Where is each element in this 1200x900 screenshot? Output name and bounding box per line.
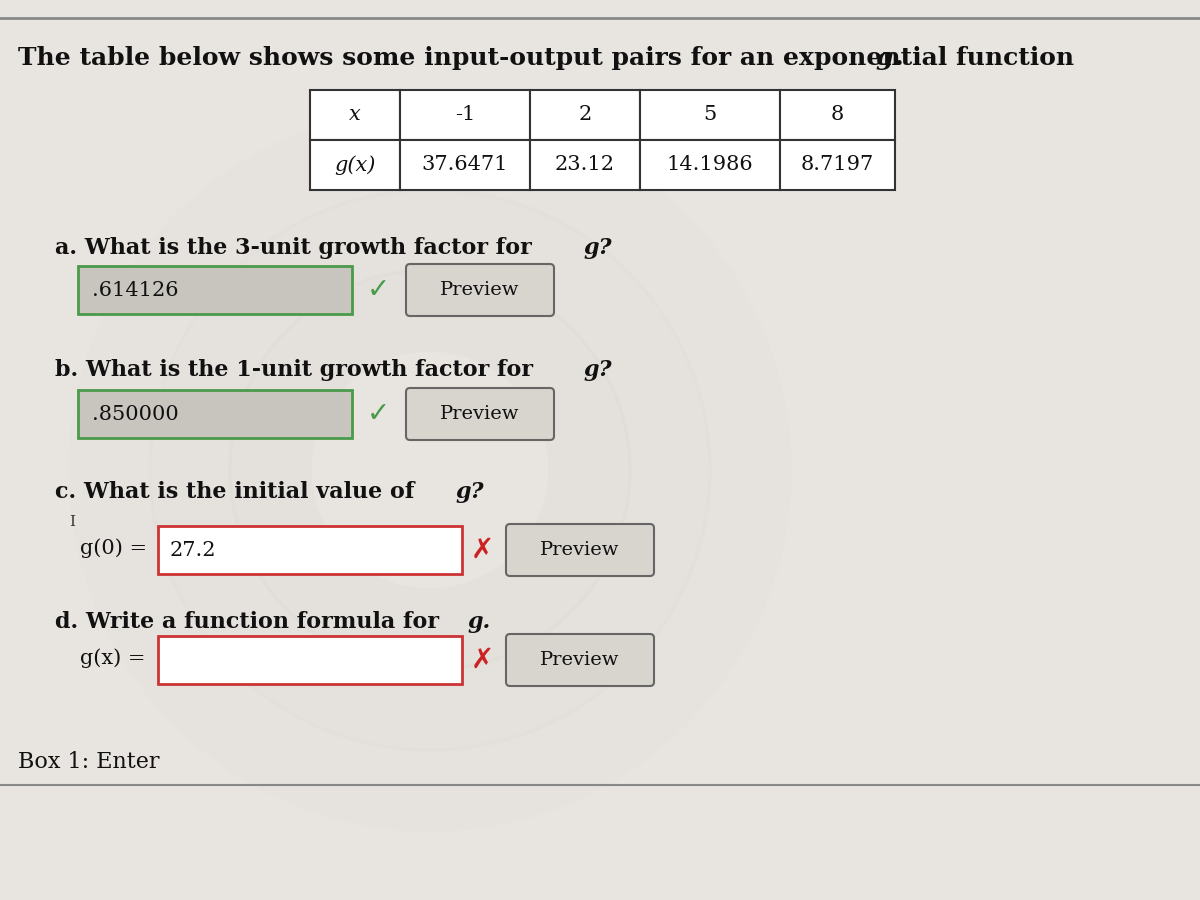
- Text: d. Write a function formula for: d. Write a function formula for: [55, 611, 446, 633]
- Text: Preview: Preview: [440, 281, 520, 299]
- Text: Preview: Preview: [540, 651, 619, 669]
- FancyBboxPatch shape: [158, 526, 462, 574]
- FancyBboxPatch shape: [780, 90, 895, 140]
- Text: c. What is the initial value of: c. What is the initial value of: [55, 481, 422, 503]
- FancyBboxPatch shape: [506, 524, 654, 576]
- Text: Preview: Preview: [440, 405, 520, 423]
- Text: 23.12: 23.12: [554, 156, 616, 175]
- Text: g(x): g(x): [335, 155, 376, 175]
- Text: .: .: [895, 46, 904, 70]
- Text: x: x: [349, 105, 361, 124]
- Text: .614126: .614126: [92, 281, 179, 300]
- FancyBboxPatch shape: [310, 90, 400, 140]
- Text: -1: -1: [455, 105, 475, 124]
- Text: g?: g?: [455, 481, 484, 503]
- Text: 2: 2: [578, 105, 592, 124]
- Text: 37.6471: 37.6471: [421, 156, 509, 175]
- FancyBboxPatch shape: [506, 634, 654, 686]
- FancyBboxPatch shape: [406, 388, 554, 440]
- Text: ✓: ✓: [366, 276, 390, 304]
- Text: b. What is the 1-unit growth factor for: b. What is the 1-unit growth factor for: [55, 359, 541, 381]
- FancyBboxPatch shape: [400, 140, 530, 190]
- FancyBboxPatch shape: [530, 140, 640, 190]
- Text: ✓: ✓: [366, 400, 390, 428]
- Text: g(0) =: g(0) =: [80, 538, 148, 558]
- Text: g(x) =: g(x) =: [80, 648, 145, 668]
- Text: .850000: .850000: [92, 404, 179, 424]
- Text: 8: 8: [830, 105, 844, 124]
- Text: ✗: ✗: [470, 536, 493, 564]
- Text: g: g: [875, 46, 893, 70]
- Text: g?: g?: [584, 359, 612, 381]
- Text: g.: g.: [468, 611, 491, 633]
- FancyBboxPatch shape: [530, 90, 640, 140]
- Text: a. What is the 3-unit growth factor for: a. What is the 3-unit growth factor for: [55, 237, 540, 259]
- FancyBboxPatch shape: [640, 90, 780, 140]
- FancyBboxPatch shape: [400, 90, 530, 140]
- FancyBboxPatch shape: [158, 636, 462, 684]
- FancyBboxPatch shape: [78, 390, 352, 438]
- FancyBboxPatch shape: [640, 140, 780, 190]
- Text: 14.1986: 14.1986: [667, 156, 754, 175]
- Text: I: I: [70, 515, 74, 529]
- Text: g?: g?: [584, 237, 612, 259]
- FancyBboxPatch shape: [780, 140, 895, 190]
- Text: ✗: ✗: [470, 646, 493, 674]
- Text: The table below shows some input-output pairs for an exponential function: The table below shows some input-output …: [18, 46, 1082, 70]
- Text: Box 1: Enter: Box 1: Enter: [18, 751, 160, 773]
- Text: 27.2: 27.2: [170, 541, 216, 560]
- Text: 8.7197: 8.7197: [800, 156, 874, 175]
- Text: 5: 5: [703, 105, 716, 124]
- Text: Preview: Preview: [540, 541, 619, 559]
- FancyBboxPatch shape: [406, 264, 554, 316]
- FancyBboxPatch shape: [310, 140, 400, 190]
- FancyBboxPatch shape: [78, 266, 352, 314]
